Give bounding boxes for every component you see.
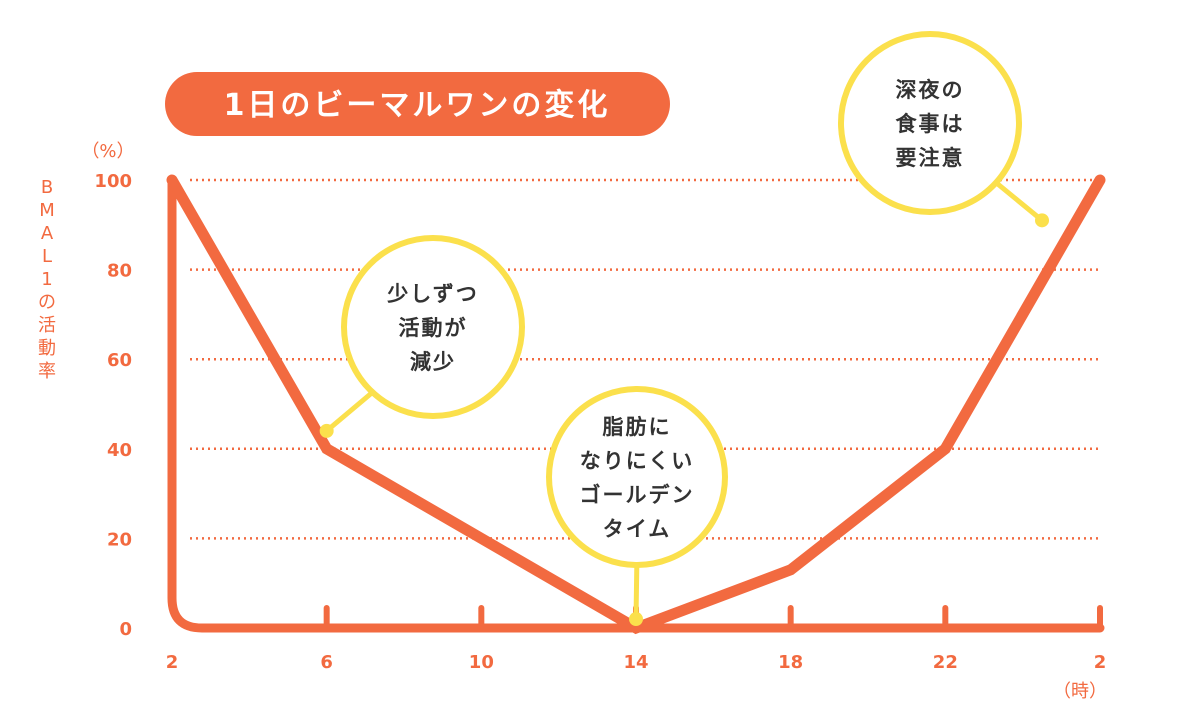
annotation-dot: [319, 423, 334, 438]
y-tick-label: 0: [119, 619, 132, 640]
y-tick-label: 40: [107, 440, 132, 461]
annotation-text: 食事は: [896, 112, 965, 136]
annotation-text: タイム: [603, 517, 672, 541]
x-tick-label: 22: [933, 652, 958, 673]
y-axis-label-char: M: [39, 200, 55, 221]
y-tick-label: 20: [107, 529, 132, 550]
axis-lines: [167, 175, 1105, 633]
y-axis-label-char: L: [42, 246, 52, 267]
y-axis-label-char: 率: [38, 361, 56, 382]
x-tick-label: 10: [469, 652, 494, 673]
y-axis-label-char: 1: [41, 269, 52, 290]
x-tick-label: 6: [320, 652, 333, 673]
x-tick-label: 14: [623, 652, 648, 673]
x-unit-label: （時）: [1053, 681, 1107, 702]
y-tick-labels: 100 80 60 40 20 0: [94, 171, 132, 640]
chart-title-text: 1日のビーマルワンの変化: [224, 88, 611, 123]
chart-title: 1日のビーマルワンの変化: [165, 72, 670, 136]
annotation-dot: [629, 612, 643, 627]
x-tick-label: 18: [778, 652, 803, 673]
x-tick-label: 2: [1094, 652, 1107, 673]
annotation-text: ゴールデン: [580, 483, 695, 507]
grid-lines: [190, 178, 1100, 540]
y-axis-label-char: 活: [38, 315, 56, 336]
annotation-dot: [1035, 213, 1049, 228]
y-tick-label: 100: [94, 171, 132, 192]
y-tick-label: 80: [107, 261, 132, 282]
y-unit-label: （%）: [81, 141, 134, 162]
annotation-circle: [546, 386, 728, 568]
annotation-text: 要注意: [896, 146, 965, 170]
annotation-text: なりにくい: [580, 449, 695, 473]
annotation-text: 減少: [410, 350, 456, 374]
series-line: [166, 174, 1106, 635]
y-axis-label-char: 動: [38, 338, 56, 359]
x-tick-label: 2: [166, 652, 179, 673]
annotation-text: 深夜の: [896, 78, 965, 102]
annotation-circle: [838, 31, 1022, 215]
y-axis-label-char: A: [41, 223, 54, 244]
annotation-text: 少しずつ: [386, 282, 479, 306]
annotation-circle: [341, 235, 525, 419]
y-tick-label: 60: [107, 350, 132, 371]
annotation-text: 活動が: [399, 316, 468, 340]
y-axis-label-char: の: [38, 292, 56, 313]
y-axis-label-char: B: [41, 177, 53, 198]
title-pill: [165, 72, 670, 136]
annotation-text: 脂肪に: [603, 415, 672, 439]
